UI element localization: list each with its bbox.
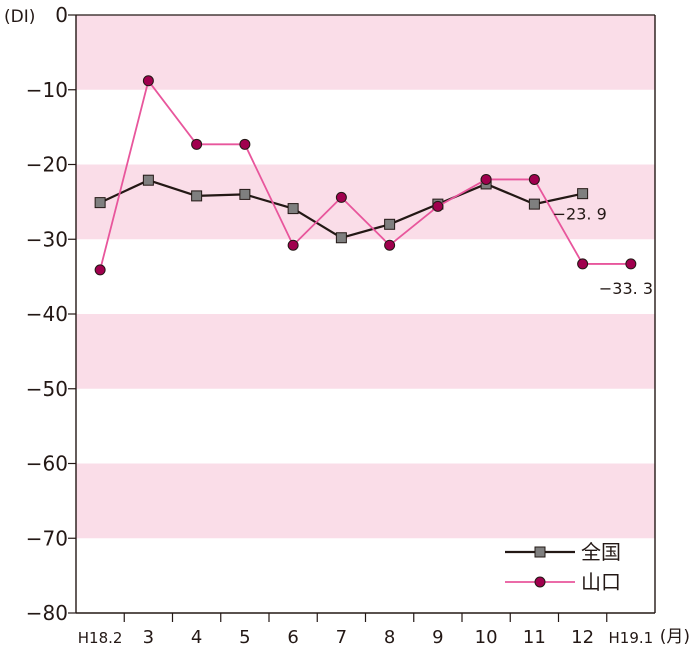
- data-point: [625, 258, 637, 270]
- data-point: [528, 173, 540, 185]
- data-point: [142, 174, 154, 186]
- series-yamaguchi: [94, 75, 637, 276]
- x-tick-label: 10: [475, 627, 498, 648]
- y-tick-label: −20: [26, 153, 68, 177]
- x-tick-label: 9: [432, 627, 443, 648]
- data-label: −23. 9: [553, 205, 607, 224]
- x-axis-unit-label: (月): [660, 627, 690, 647]
- data-point: [94, 197, 106, 209]
- data-point: [335, 191, 347, 203]
- x-tick-label: 6: [287, 627, 298, 648]
- data-point: [287, 239, 299, 251]
- y-tick-label: −80: [26, 601, 68, 625]
- data-point: [528, 198, 540, 210]
- series-group: [94, 75, 637, 276]
- x-tick-label: 12: [571, 627, 594, 648]
- data-point: [239, 188, 251, 200]
- data-point: [432, 200, 444, 212]
- data-point: [191, 190, 203, 202]
- background-band-0: [76, 15, 655, 90]
- x-tick-label: 11: [523, 627, 546, 648]
- x-tick-label: 7: [336, 627, 347, 648]
- data-point: [94, 264, 106, 276]
- x-axis-ticks: H18.2 3 4 5 6 7 8 9 10 11 12 H19.1 (月): [78, 613, 690, 648]
- legend-marker-square: [534, 546, 546, 558]
- background-bands: [76, 15, 655, 539]
- background-band-1: [76, 164, 655, 240]
- data-point: [191, 138, 203, 150]
- data-point: [287, 203, 299, 215]
- y-axis-label: (DI): [4, 7, 35, 27]
- series-line: [99, 79, 631, 271]
- x-tick-label: 4: [191, 627, 202, 648]
- data-point: [480, 173, 492, 185]
- legend-label: 山口: [581, 570, 621, 594]
- x-tick-label: H18.2: [78, 629, 123, 647]
- x-tick-label: 5: [239, 627, 250, 648]
- y-tick-label: −70: [26, 526, 68, 550]
- y-tick-label: −60: [26, 452, 68, 476]
- data-point: [384, 239, 396, 251]
- legend-item-national: 全国: [505, 540, 621, 564]
- annotations: −23. 9 −33. 3: [553, 205, 653, 298]
- x-tick-label: 8: [384, 627, 395, 648]
- data-point: [577, 258, 589, 270]
- legend-marker-circle: [534, 576, 546, 588]
- y-tick-label: 0: [55, 3, 68, 27]
- data-point: [577, 188, 589, 200]
- y-axis-ticks: 0 −10 −20 −30 −40 −50 −60 −70 −80 (DI): [4, 3, 76, 625]
- y-tick-label: −40: [26, 302, 68, 326]
- background-band-2: [76, 314, 655, 389]
- background-band-3: [76, 463, 655, 539]
- data-point: [239, 138, 251, 150]
- y-tick-label: −10: [26, 78, 68, 102]
- legend-label: 全国: [581, 540, 621, 564]
- y-tick-label: −30: [26, 227, 68, 251]
- data-point: [335, 232, 347, 244]
- data-point: [142, 75, 154, 87]
- series-national: [94, 174, 589, 244]
- x-tick-label: 3: [143, 627, 154, 648]
- legend-item-yamaguchi: 山口: [505, 570, 621, 594]
- y-tick-label: −50: [26, 377, 68, 401]
- x-tick-label: H19.1: [609, 629, 654, 647]
- data-point: [384, 218, 396, 230]
- data-label: −33. 3: [599, 279, 653, 298]
